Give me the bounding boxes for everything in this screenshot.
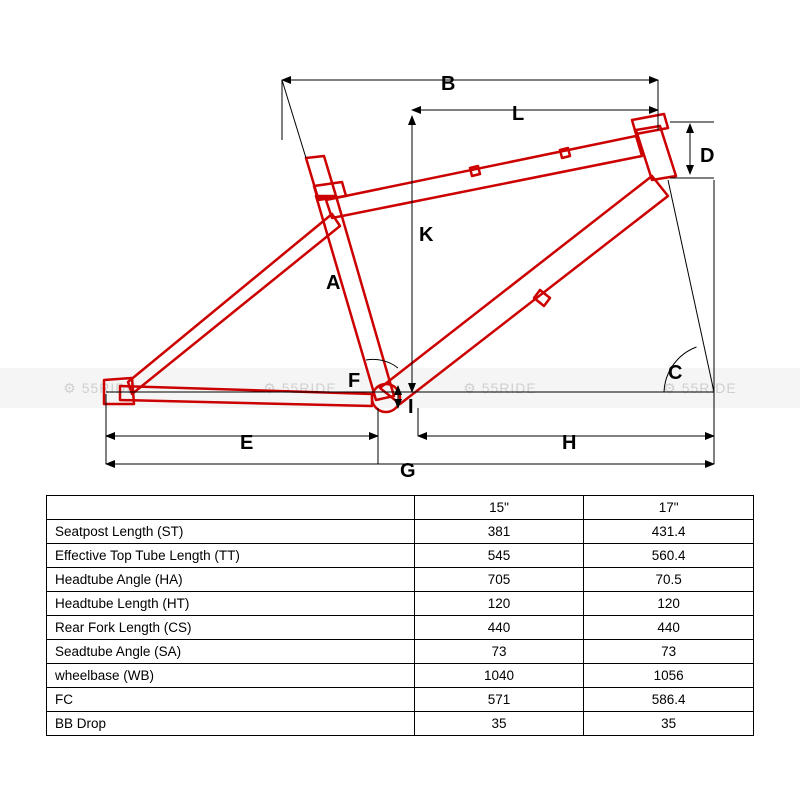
table-row: wheelbase (WB)10401056	[47, 664, 754, 688]
table-row: Headtube Angle (HA)70570.5	[47, 568, 754, 592]
row-val-2: 1056	[584, 664, 754, 688]
row-val-1: 35	[414, 712, 584, 736]
dim-label-I: I	[408, 396, 414, 419]
dim-label-A: A	[326, 272, 340, 295]
row-val-1: 440	[414, 616, 584, 640]
row-label: Effective Top Tube Length (TT)	[47, 544, 415, 568]
row-val-2: 560.4	[584, 544, 754, 568]
row-val-1: 73	[414, 640, 584, 664]
row-val-2: 120	[584, 592, 754, 616]
dim-label-E: E	[240, 432, 253, 455]
row-val-1: 1040	[414, 664, 584, 688]
frame-svg	[0, 0, 800, 480]
row-label: FC	[47, 688, 415, 712]
row-val-1: 545	[414, 544, 584, 568]
row-val-2: 440	[584, 616, 754, 640]
table-row: Seatpost Length (ST)381431.4	[47, 520, 754, 544]
dim-label-F: F	[348, 370, 360, 393]
row-label: Headtube Length (HT)	[47, 592, 415, 616]
row-label: Headtube Angle (HA)	[47, 568, 415, 592]
dim-label-G: G	[400, 460, 416, 483]
table-row: Rear Fork Length (CS)440440	[47, 616, 754, 640]
table-row: Seadtube Angle (SA)7373	[47, 640, 754, 664]
geometry-table: 15" 17" Seatpost Length (ST)381431.4Effe…	[46, 495, 754, 736]
row-label: Rear Fork Length (CS)	[47, 616, 415, 640]
row-val-2: 431.4	[584, 520, 754, 544]
dim-label-L: L	[512, 103, 524, 126]
row-val-2: 35	[584, 712, 754, 736]
row-label: Seadtube Angle (SA)	[47, 640, 415, 664]
row-val-1: 705	[414, 568, 584, 592]
table-row: FC571586.4	[47, 688, 754, 712]
table-header-row: 15" 17"	[47, 496, 754, 520]
dim-label-H: H	[562, 432, 576, 455]
table-row: BB Drop3535	[47, 712, 754, 736]
row-val-2: 586.4	[584, 688, 754, 712]
dim-label-D: D	[700, 145, 714, 168]
table-header-blank	[47, 496, 415, 520]
row-val-2: 73	[584, 640, 754, 664]
row-val-1: 120	[414, 592, 584, 616]
row-label: Seatpost Length (ST)	[47, 520, 415, 544]
table-row: Effective Top Tube Length (TT)545560.4	[47, 544, 754, 568]
row-val-1: 381	[414, 520, 584, 544]
dim-label-B: B	[441, 73, 455, 96]
row-val-2: 70.5	[584, 568, 754, 592]
table-header-size-2: 17"	[584, 496, 754, 520]
dim-label-C: C	[668, 362, 682, 385]
table-header-size-1: 15"	[414, 496, 584, 520]
geometry-diagram: 55RIDE 55RIDE 55RIDE 55RIDE	[0, 0, 800, 480]
row-label: BB Drop	[47, 712, 415, 736]
row-val-1: 571	[414, 688, 584, 712]
dim-label-K: K	[419, 224, 433, 247]
table-row: Headtube Length (HT)120120	[47, 592, 754, 616]
row-label: wheelbase (WB)	[47, 664, 415, 688]
